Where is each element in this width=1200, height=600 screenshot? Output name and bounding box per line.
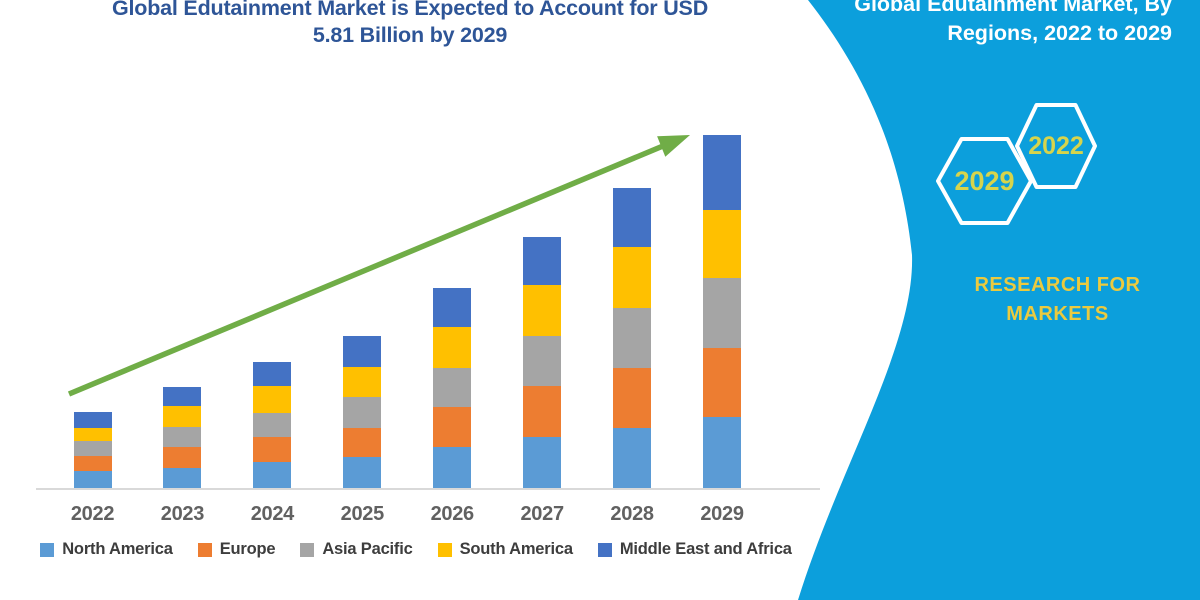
bar-2025 [343,336,382,488]
x-axis-line [36,488,820,490]
segment-europe [703,347,741,417]
segment-north-america [433,447,472,488]
legend-swatch-icon [300,542,315,557]
bar-2027 [523,236,562,488]
sidebar-heading-line1: Global Edutainment Market, By [854,0,1172,16]
segment-middle-east-and-africa [73,412,112,428]
segment-north-america [613,427,652,488]
x-axis-label-2024: 2024 [250,503,295,525]
segment-south-america [253,386,292,413]
segment-europe [433,407,472,448]
legend-item-north-america: North America [40,540,173,559]
segment-asia-pacific [433,368,472,408]
legend-item-europe: Europe [197,540,276,559]
chart-title-line2: 5.81 Billion by 2029 [312,23,508,47]
segment-middle-east-and-africa [523,236,562,286]
legend-label: South America [459,540,573,558]
legend-label: Europe [219,540,276,558]
chart-title: Global Edutainment Market is Expected to… [85,0,735,49]
segment-asia-pacific [343,396,382,428]
hexagon-2029-outline [936,137,1033,225]
segment-north-america [163,467,202,488]
hexagon-2022-outline [1015,103,1097,189]
x-axis-label-2026: 2026 [430,503,475,525]
x-axis-label-2023: 2023 [160,503,205,525]
chart-title-line1: Global Edutainment Market is Expected to… [111,0,709,20]
hexagon-2029: 2029 [936,137,1033,225]
segment-north-america [73,470,112,488]
hexagon-2022: 2022 [1015,103,1097,189]
legend-swatch-icon [597,542,612,557]
segment-south-america [613,247,652,308]
segment-asia-pacific [523,336,562,386]
segment-europe [73,455,112,471]
legend-label: Asia Pacific [322,540,413,558]
segment-asia-pacific [703,277,741,348]
segment-asia-pacific [613,307,652,368]
bar-2029 [703,135,741,488]
segment-south-america [523,285,562,337]
legend-swatch-icon [437,542,452,557]
bar-2022 [73,412,112,488]
bar-2023 [163,387,202,488]
brand-line1: RESEARCH FOR [974,274,1141,296]
segment-south-america [73,427,112,442]
x-axis-label-2028: 2028 [610,503,654,525]
brand-name: RESEARCH FOR MARKETS [940,271,1175,329]
segment-south-america [343,367,382,397]
x-axis-label-2022: 2022 [70,503,115,525]
sidebar-heading-line2: Regions, 2022 to 2029 [947,21,1172,45]
segment-south-america [433,326,472,369]
segment-middle-east-and-africa [253,361,292,386]
chart-legend: North America Europe Asia Pacific South Ame… [0,540,832,559]
segment-middle-east-and-africa [163,387,202,407]
segment-middle-east-and-africa [703,135,741,210]
bar-2026 [433,287,472,488]
segment-europe [343,427,382,458]
segment-europe [613,367,652,428]
x-axis-label-2029: 2029 [700,503,744,525]
bar-2024 [253,361,292,488]
x-axis-label-2025: 2025 [340,503,385,525]
legend-label: North America [62,540,173,558]
segment-asia-pacific [253,412,292,437]
segment-europe [163,447,202,468]
legend-item-asia-pacific: Asia Pacific [300,540,413,559]
segment-europe [253,436,292,462]
brand-line2: MARKETS [1006,303,1109,325]
bar-2028 [613,187,652,488]
legend-item-middle-east-and-africa: Middle East and Africa [597,540,792,559]
segment-europe [523,385,562,437]
legend-item-south-america: South America [437,540,573,559]
hexagon-2022-label: 2022 [1028,132,1084,160]
segment-south-america [163,406,202,428]
segment-north-america [343,457,382,488]
legend-swatch-icon [197,542,212,557]
segment-north-america [253,461,292,488]
segment-south-america [703,209,741,278]
legend-label: Middle East and Africa [619,540,792,558]
segment-north-america [523,436,562,488]
segment-asia-pacific [73,441,112,456]
segment-north-america [703,416,741,488]
segment-asia-pacific [163,427,202,448]
segment-middle-east-and-africa [433,287,472,327]
segment-middle-east-and-africa [613,187,652,248]
x-axis-label-2027: 2027 [520,503,564,525]
stacked-bar-chart: 2022 2023 2024 2025 2026 2027 2028 2029 [36,135,820,525]
sidebar-heading: Global Edutainment Market, By Regions, 2… [752,0,1172,48]
legend-swatch-icon [40,542,55,557]
hexagon-2029-label: 2029 [954,166,1014,196]
segment-middle-east-and-africa [343,336,382,368]
